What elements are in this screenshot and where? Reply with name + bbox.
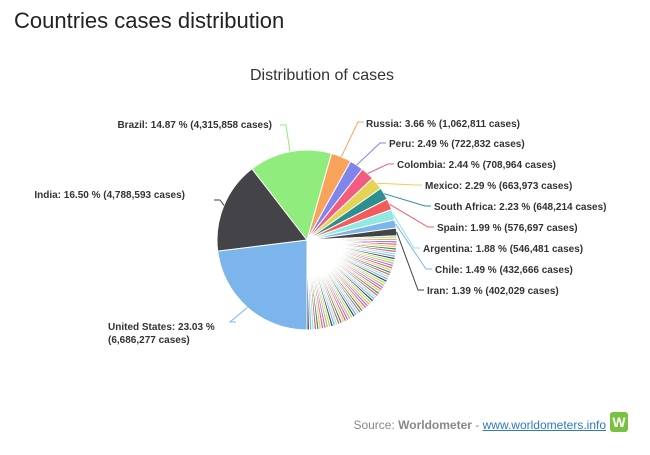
source-link[interactable]: www.worldometers.info	[482, 418, 606, 432]
connector-line	[356, 142, 386, 166]
source-brand: Worldometer	[398, 418, 472, 432]
connector-line	[340, 121, 364, 158]
connector-line	[228, 307, 248, 323]
slice-label-peru: Peru: 2.49 % (722,832 cases)	[389, 139, 525, 150]
slice-label-mexico: Mexico: 2.29 % (663,973 cases)	[425, 181, 572, 192]
connector-line	[395, 223, 432, 270]
source-prefix: Source:	[353, 418, 395, 432]
slice-label-spain: Spain: 1.99 % (576,697 cases)	[437, 223, 578, 234]
page-heading: Countries cases distribution	[14, 8, 285, 33]
chart-title: Distribution of cases	[250, 67, 394, 84]
worldometer-logo-icon[interactable]: W	[610, 412, 628, 432]
connector-line	[214, 199, 225, 206]
source-separator: -	[475, 418, 480, 432]
slice-label-argentina: Argentina: 1.88 % (546,481 cases)	[423, 244, 583, 255]
pie-slice-brazil[interactable]	[251, 149, 333, 242]
connector-line	[376, 182, 422, 186]
connector-line	[384, 193, 431, 207]
slice-label-south-africa: South Africa: 2.23 % (648,214 cases)	[434, 202, 607, 213]
slice-label-chile: Chile: 1.49 % (432,666 cases)	[435, 265, 573, 276]
slice-label-united-states: (6,686,277 cases)	[108, 335, 190, 346]
slice-label-russia: Russia: 3.66 % (1,062,811 cases)	[366, 119, 520, 130]
connector-line	[396, 231, 424, 291]
slice-label-brazil: Brazil: 14.87 % (4,315,858 cases)	[117, 120, 272, 131]
slice-label-iran: Iran: 1.39 % (402,029 cases)	[427, 286, 559, 297]
pie-slice-india[interactable]	[216, 168, 308, 252]
connector-line	[389, 203, 434, 228]
connector-line	[280, 124, 291, 152]
slice-label-united-states: United States: 23.03 %	[108, 322, 215, 333]
slice-label-colombia: Colombia: 2.44 % (708,964 cases)	[397, 160, 556, 171]
connector-line	[367, 163, 394, 174]
slice-label-india: India: 16.50 % (4,788,593 cases)	[34, 190, 185, 201]
source-credit: Source: Worldometer - www.worldometers.i…	[353, 418, 606, 432]
pie-slice-other[interactable]	[306, 239, 310, 331]
pie-slice-united-states[interactable]	[217, 239, 308, 331]
connector-line	[392, 214, 420, 249]
